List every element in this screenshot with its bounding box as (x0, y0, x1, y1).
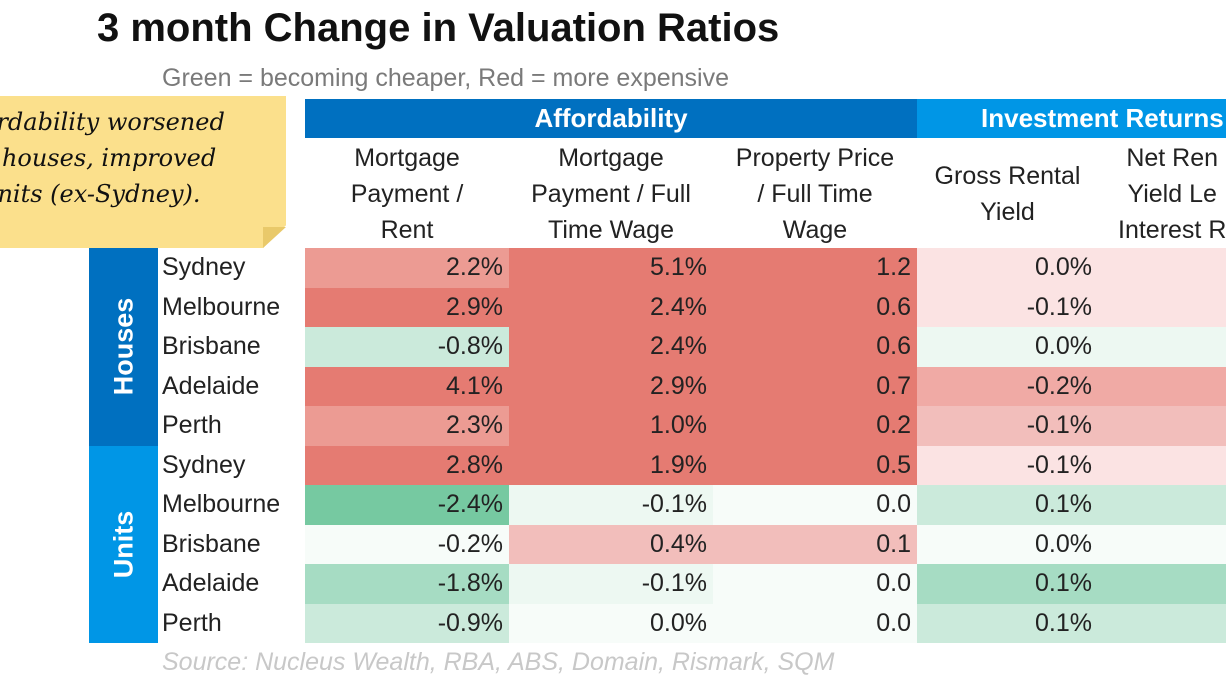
column-header-label: Gross Rental Yield (934, 162, 1081, 226)
table-cell: 2.4% (509, 287, 713, 327)
segment-band-houses: Houses (89, 248, 158, 446)
table-cell: 0.0% (509, 603, 713, 643)
table-cell: 0.6 (713, 327, 917, 367)
sticky-note-fold (263, 227, 286, 248)
table-cell: 4.1% (305, 366, 509, 406)
column-header-label: Property Price / Full Time Wage (735, 144, 895, 244)
table-cell: 0.1% (917, 485, 1098, 525)
segment-band-units: Units (89, 445, 158, 643)
chart-subtitle: Green = becoming cheaper, Red = more exp… (162, 64, 730, 92)
table-cell: 2.2% (305, 248, 509, 288)
row-label: Adelaide (162, 371, 260, 400)
row-label: Melbourne (162, 292, 281, 321)
table-cell: -2.4% (305, 485, 509, 525)
segment-label-units: Units (108, 510, 138, 579)
column-header-label: Mortgage Payment / Rent (350, 144, 464, 244)
table-cell: 0.4% (509, 524, 713, 564)
group-header-affordability-label: Affordability (534, 103, 688, 133)
table-cell (1098, 603, 1226, 643)
table-cell: 0.5 (713, 445, 917, 485)
table-cell: 5.1% (509, 248, 713, 288)
column-header: Property Price / Full Time Wage (713, 140, 917, 248)
table-cell: 0.0 (713, 603, 917, 643)
table-cell: 1.0% (509, 406, 713, 446)
table-cell: -0.1% (509, 485, 713, 525)
table-cell: 0.1 (713, 524, 917, 564)
chart-title: 3 month Change in Valuation Ratios (97, 6, 780, 50)
sticky-note-line: ordability worsened (0, 108, 225, 136)
table-cell (1098, 406, 1226, 446)
table-cell (1098, 524, 1226, 564)
table-cell (1098, 564, 1226, 604)
table-cell (1098, 485, 1226, 525)
table-cell (1098, 366, 1226, 406)
table-cell: 0.0 (713, 564, 917, 604)
table-cell: -1.8% (305, 564, 509, 604)
table-cell: 2.9% (509, 366, 713, 406)
table-cell: -0.1% (917, 287, 1098, 327)
table-cell: 0.1% (917, 564, 1098, 604)
table-cell: -0.9% (305, 603, 509, 643)
column-header: Gross Rental Yield (917, 140, 1098, 248)
column-header-label: Mortgage Payment / Full Time Wage (531, 144, 691, 244)
column-header: Net Ren Yield Le Interest R (1098, 140, 1226, 248)
table-cell: -0.1% (509, 564, 713, 604)
table-cell (1098, 445, 1226, 485)
table-cell: 0.6 (713, 287, 917, 327)
row-label: Melbourne (162, 490, 281, 519)
sticky-note-text: ordability worsened s houses, improved u… (0, 104, 282, 212)
row-label: Brisbane (162, 332, 261, 361)
table-cell: -0.1% (917, 406, 1098, 446)
table-cell (1098, 327, 1226, 367)
table-cell: 0.0% (917, 248, 1098, 288)
table-cell: 0.0% (917, 524, 1098, 564)
row-label: Brisbane (162, 529, 261, 558)
table-cell: 2.3% (305, 406, 509, 446)
column-header: Mortgage Payment / Rent (305, 140, 509, 248)
column-header: Mortgage Payment / Full Time Wage (509, 140, 713, 248)
table-cell: 1.2 (713, 248, 917, 288)
group-header-investment-returns: Investment Returns (917, 99, 1226, 138)
source-note: Source: Nucleus Wealth, RBA, ABS, Domain… (162, 648, 835, 676)
sticky-note-line: s houses, improved (0, 144, 217, 172)
row-label: Sydney (162, 253, 246, 282)
group-header-investment-returns-label: Investment Returns (981, 103, 1224, 133)
table-cell: -0.1% (917, 445, 1098, 485)
row-label: Perth (162, 608, 222, 637)
table-cell: 0.0% (917, 327, 1098, 367)
table-cell: 1.9% (509, 445, 713, 485)
table-cell: 0.1% (917, 603, 1098, 643)
row-label: Perth (162, 411, 222, 440)
table-cell: -0.2% (305, 524, 509, 564)
table-cell: 2.8% (305, 445, 509, 485)
table-cell: 2.9% (305, 287, 509, 327)
table-cell: 0.2 (713, 406, 917, 446)
group-header-affordability: Affordability (305, 99, 917, 138)
sticky-note: ordability worsened s houses, improved u… (0, 96, 286, 248)
table-cell: -0.2% (917, 366, 1098, 406)
table-cell: 0.7 (713, 366, 917, 406)
table-cell: -0.8% (305, 327, 509, 367)
row-label: Adelaide (162, 569, 260, 598)
table-cell (1098, 248, 1226, 288)
table-cell: 2.4% (509, 327, 713, 367)
segment-label-houses: Houses (108, 297, 139, 396)
column-header-label: Net Ren Yield Le Interest R (1118, 144, 1226, 244)
table-cell: 0.0 (713, 485, 917, 525)
table-cell (1098, 287, 1226, 327)
sticky-note-line: units (ex-Sydney). (0, 180, 201, 208)
row-label: Sydney (162, 450, 246, 479)
